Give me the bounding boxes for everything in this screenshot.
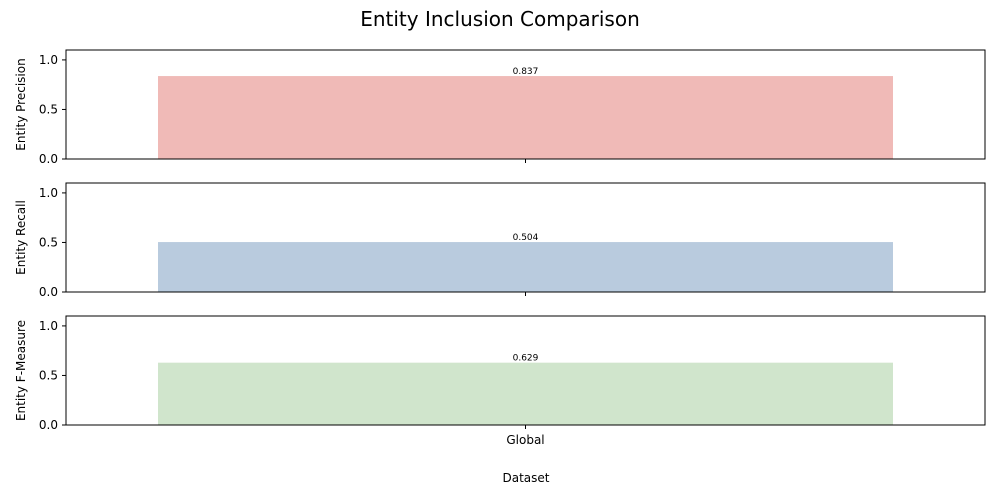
data-label: 0.504	[513, 233, 539, 243]
data-label: 0.837	[513, 67, 539, 77]
subplot-panel: 0.504 0.0 0.5 1.0 Entity Recall	[14, 182, 986, 299]
y-tick-label: 1.0	[39, 53, 58, 67]
x-tick-label: Global	[506, 433, 544, 447]
chart-title: Entity Inclusion Comparison	[360, 7, 640, 31]
y-axis-label: Entity Precision	[14, 58, 28, 150]
subplot-panel: 0.629 0.0 0.5 1.0 Entity F-Measure Global	[14, 315, 986, 447]
y-tick-label: 1.0	[39, 319, 58, 333]
y-tick-label: 0.0	[39, 418, 58, 432]
y-tick-label: 0.5	[39, 102, 58, 116]
bar	[158, 362, 893, 425]
y-tick-label: 0.0	[39, 285, 58, 299]
y-tick-label: 0.5	[39, 235, 58, 249]
y-axis-label: Entity Recall	[14, 200, 28, 275]
bar	[158, 76, 893, 159]
y-tick-label: 1.0	[39, 186, 58, 200]
bar	[158, 242, 893, 292]
y-tick-label: 0.5	[39, 368, 58, 382]
y-tick-label: 0.0	[39, 152, 58, 166]
y-axis-label: Entity F-Measure	[14, 320, 28, 421]
data-label: 0.629	[513, 354, 539, 364]
subplot-panel: 0.837 0.0 0.5 1.0 Entity Precision	[14, 49, 986, 166]
x-axis-label: Dataset	[503, 471, 550, 485]
